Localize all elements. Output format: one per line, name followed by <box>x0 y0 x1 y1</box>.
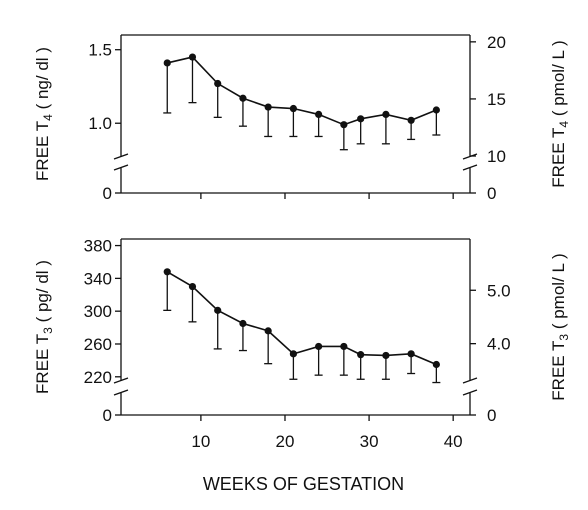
left-y-tick-label: 340 <box>84 269 112 288</box>
x-axis-title: WEEKS OF GESTATION <box>203 474 404 494</box>
right-y-tick-label: 5.0 <box>487 281 511 300</box>
data-point <box>432 106 440 114</box>
x-tick-label: 20 <box>276 432 295 451</box>
data-point <box>432 360 440 369</box>
data-point <box>163 59 171 67</box>
data-point <box>315 110 323 119</box>
series-line <box>166 271 437 366</box>
left-y-tick-label: 260 <box>84 335 112 354</box>
data-point <box>264 103 272 111</box>
right-y-axis-label-unit: ( pmol/ L ) <box>549 253 568 334</box>
data-point <box>163 268 171 276</box>
left-y-axis-label-main: FREE T <box>33 121 52 181</box>
data-point <box>214 306 222 314</box>
left-y-tick-label: 1.0 <box>88 114 112 133</box>
left-y-zero-label: 0 <box>103 184 112 203</box>
x-tick-label: 40 <box>444 432 463 451</box>
right-y-tick-label: 10 <box>487 147 506 166</box>
data-point <box>382 110 390 119</box>
left-axis-break-mark <box>113 164 129 171</box>
data-point <box>357 351 365 359</box>
data-point <box>289 350 297 358</box>
data-point <box>188 53 197 61</box>
left-axis-break-mark <box>113 389 129 396</box>
left-y-axis-label-main: FREE T <box>33 334 52 394</box>
x-tick-label: 10 <box>191 432 210 451</box>
left-y-zero-label: 0 <box>103 406 112 425</box>
right-y-zero-label: 0 <box>487 184 496 203</box>
left-y-tick-label: 220 <box>84 368 112 387</box>
right-y-axis-label-unit: ( pmol/ L ) <box>549 40 568 121</box>
right-axis-break-mark <box>462 164 478 171</box>
left-y-axis-label-subscript: 3 <box>41 327 55 334</box>
right-y-tick-label: 4.0 <box>487 335 511 354</box>
data-point <box>264 327 272 335</box>
left-y-tick-label: 1.5 <box>88 41 112 60</box>
right-y-axis-label: FREE T4 ( pmol/ L ) <box>549 40 571 187</box>
left-axis-break-mark <box>113 153 129 160</box>
data-point <box>315 342 323 351</box>
right-y-axis-label-subscript: 4 <box>557 121 571 128</box>
data-point <box>289 104 297 113</box>
data-point <box>340 121 348 129</box>
left-y-tick-label: 300 <box>84 302 112 321</box>
data-point <box>188 282 197 291</box>
right-y-axis-label: FREE T3 ( pmol/ L ) <box>549 253 571 400</box>
right-y-axis-label-main: FREE T <box>549 128 568 188</box>
right-axis-break-mark <box>462 377 478 384</box>
data-point <box>382 351 390 360</box>
left-y-axis-label-unit: ( pg/ dl ) <box>33 260 52 327</box>
data-point <box>407 116 415 124</box>
right-y-tick-label: 15 <box>487 90 506 109</box>
data-point <box>214 79 222 88</box>
data-point <box>340 342 348 351</box>
data-point <box>239 94 247 102</box>
left-y-axis-label: FREE T4 ( ng/ dl ) <box>33 47 55 181</box>
data-point <box>407 350 415 358</box>
left-y-axis-label-subscript: 4 <box>41 114 55 121</box>
right-y-axis-label-subscript: 3 <box>557 334 571 341</box>
left-y-tick-label: 380 <box>84 237 112 256</box>
data-point <box>239 319 247 328</box>
left-y-axis-label-unit: ( ng/ dl ) <box>33 47 52 114</box>
series-line <box>167 56 437 126</box>
x-tick-label: 30 <box>360 432 379 451</box>
right-axis-break-mark <box>462 389 478 396</box>
left-axis-break-mark <box>113 377 129 384</box>
right-y-tick-label: 20 <box>487 33 506 52</box>
right-y-zero-label: 0 <box>487 406 496 425</box>
data-point <box>357 115 365 123</box>
left-y-axis-label: FREE T3 ( pg/ dl ) <box>33 260 55 394</box>
right-y-axis-label-main: FREE T <box>549 341 568 401</box>
